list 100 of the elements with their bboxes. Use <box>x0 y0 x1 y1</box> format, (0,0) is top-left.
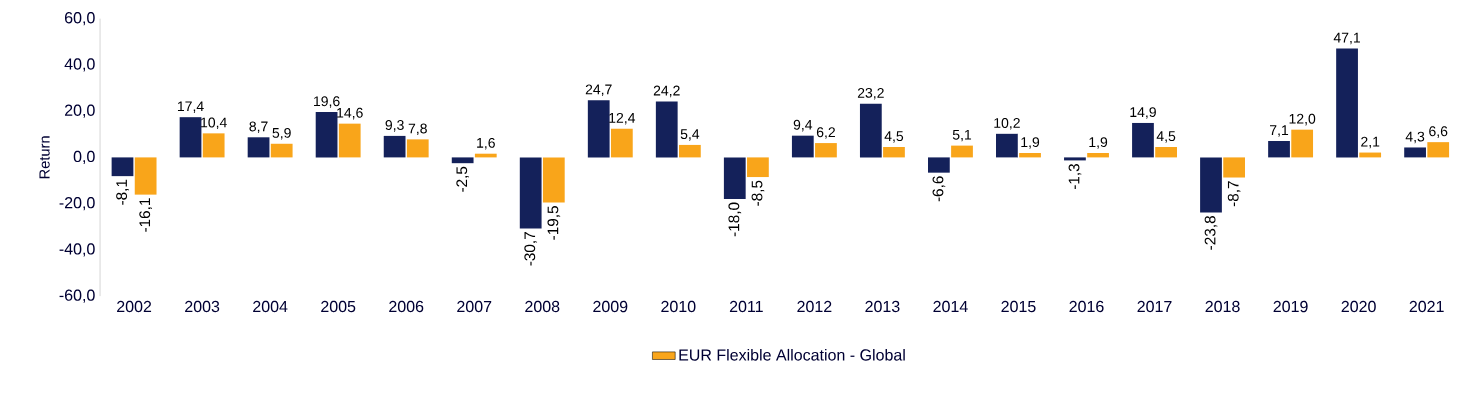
data-label: -23,8 <box>1204 216 1218 250</box>
data-label: 5,4 <box>680 129 700 141</box>
y-tick-label: 0,0 <box>73 150 95 165</box>
bar <box>1155 147 1177 158</box>
data-label: 6,2 <box>816 127 835 139</box>
bar <box>1087 153 1109 158</box>
bar <box>951 145 973 158</box>
y-tick-label: 20,0 <box>64 104 95 118</box>
y-tick-label: 60,0 <box>65 12 95 26</box>
bar <box>338 123 361 158</box>
y-tick-label: -40,0 <box>59 243 95 257</box>
x-tick-label: 2013 <box>865 300 900 313</box>
data-label: 47,1 <box>1333 32 1360 45</box>
bar <box>247 137 270 158</box>
y-tick-label: -60,0 <box>59 289 95 303</box>
x-tick-label: 2021 <box>1409 300 1444 313</box>
data-label: 8,7 <box>249 121 268 134</box>
x-tick-label: 2014 <box>933 300 968 313</box>
bar <box>1427 142 1450 158</box>
bar <box>542 157 565 203</box>
x-tick-label: 2010 <box>661 300 696 313</box>
data-label: 9,3 <box>385 120 404 132</box>
data-label: 4,3 <box>1405 131 1425 144</box>
bar <box>723 157 746 200</box>
bar <box>1132 123 1154 158</box>
data-label: 24,7 <box>585 84 612 97</box>
data-label: 23,2 <box>857 88 884 100</box>
data-label: -8,1 <box>116 179 129 205</box>
bar <box>1064 157 1086 161</box>
x-tick-label: 2008 <box>525 300 560 313</box>
data-label: 1,9 <box>1021 137 1040 149</box>
data-label: 1,6 <box>477 137 495 150</box>
data-label: -6,6 <box>932 176 946 202</box>
data-label: 14,6 <box>337 107 363 120</box>
y-tick-label: -20,0 <box>59 197 95 211</box>
data-label: 7,1 <box>1270 125 1289 137</box>
bar <box>791 135 814 158</box>
x-tick-label: 2017 <box>1137 300 1172 313</box>
bar <box>1200 157 1222 213</box>
x-tick-label: 2016 <box>1069 300 1104 313</box>
bar <box>1019 153 1041 158</box>
data-label: -2,5 <box>456 166 469 192</box>
x-tick-label: 2002 <box>117 300 152 313</box>
data-label: -19,5 <box>547 206 561 240</box>
data-label: -18,0 <box>728 202 742 237</box>
data-label: 12,0 <box>1289 113 1316 126</box>
x-tick-label: 2015 <box>1001 300 1036 313</box>
data-label: 10,4 <box>201 117 227 130</box>
x-tick-label: 2003 <box>185 300 220 313</box>
bar <box>111 157 134 177</box>
bar <box>996 133 1018 158</box>
data-label: 19,6 <box>314 96 340 108</box>
x-tick-label: 2009 <box>593 300 628 313</box>
bar <box>451 157 474 164</box>
bar <box>202 133 225 158</box>
data-label: 7,8 <box>408 123 427 136</box>
bar <box>610 128 633 158</box>
y-tick-label: 40,0 <box>64 58 95 72</box>
bar <box>859 103 882 158</box>
data-label: -8,5 <box>751 180 765 206</box>
bar <box>1268 141 1290 158</box>
data-label: 10,2 <box>994 118 1020 130</box>
bar <box>678 145 701 158</box>
bar <box>927 157 950 173</box>
bar <box>519 157 542 229</box>
y-axis-title: Return <box>39 136 50 179</box>
data-label: 2,1 <box>1361 136 1380 149</box>
data-label: -30,7 <box>524 232 538 266</box>
bar <box>815 143 837 158</box>
bar <box>1336 48 1358 158</box>
data-label: 4,5 <box>1156 131 1176 143</box>
bar <box>747 157 769 178</box>
bar <box>587 100 610 158</box>
bar <box>315 112 338 158</box>
data-label: 17,4 <box>177 101 204 113</box>
bar <box>1291 129 1314 158</box>
x-tick-label: 2006 <box>389 300 424 313</box>
data-label: 6,6 <box>1429 126 1448 138</box>
data-label: -16,1 <box>139 198 152 232</box>
x-tick-label: 2007 <box>457 300 492 313</box>
x-tick-label: 2012 <box>797 300 832 313</box>
data-label: 9,4 <box>793 119 813 132</box>
data-label: 5,9 <box>272 128 291 140</box>
bar <box>383 135 406 158</box>
data-label: -1,3 <box>1068 164 1082 190</box>
data-label: 5,1 <box>952 130 972 142</box>
bar <box>179 117 202 158</box>
x-tick-label: 2004 <box>253 300 288 313</box>
bar <box>1404 147 1426 158</box>
x-tick-label: 2011 <box>729 300 763 313</box>
data-label: 14,9 <box>1130 107 1156 119</box>
x-tick-label: 2019 <box>1273 300 1308 313</box>
bar <box>883 147 905 158</box>
data-label: 24,2 <box>653 85 680 98</box>
bar <box>406 139 429 158</box>
legend-label: EUR Flexible Allocation - Global <box>679 348 905 361</box>
data-label: -8,7 <box>1227 181 1241 207</box>
x-tick-label: 2020 <box>1341 300 1376 313</box>
bar <box>655 101 678 158</box>
x-tick-label: 2005 <box>321 300 356 313</box>
